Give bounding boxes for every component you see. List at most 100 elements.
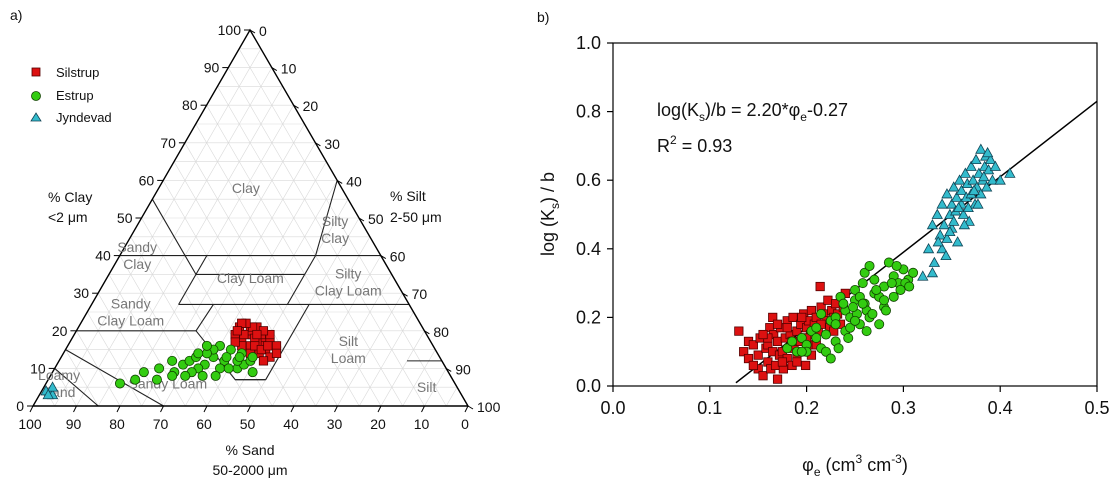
ternary-gridline [238, 48, 447, 407]
x-tick-label: 0.5 [1084, 398, 1109, 418]
scatter-point-silstrup [758, 371, 768, 381]
scatter-point-jyndevad [936, 198, 948, 209]
texture-class-label: Silt [339, 333, 359, 349]
clay-tick-label: 100 [218, 22, 242, 38]
scatter-point-silstrup [772, 336, 783, 347]
ternary-point-estrup [151, 374, 162, 385]
sand-tick [203, 405, 208, 413]
ternary-gridline [173, 161, 317, 407]
ternary-point-estrup [223, 363, 234, 374]
ternary-gridline [195, 123, 360, 407]
scatter-point-estrup [904, 281, 915, 292]
panel-label-a: a) [10, 7, 22, 23]
scatter-point-jyndevad [994, 174, 1006, 185]
clay-tick-label: 70 [160, 135, 176, 151]
ternary-gridline [424, 368, 447, 407]
scatter-point-jyndevad [917, 270, 929, 281]
scatter-point-jyndevad [941, 232, 953, 243]
texture-class-boundaries [54, 180, 469, 407]
scatter-point-jyndevad [951, 236, 964, 247]
regression-equation: log(Ks)/b = 2.20*φe-0.27 [657, 100, 848, 124]
scatter-panel: b) 0.0 0.1 0.2 0.3 0.4 0.50.00.20.40.60.81.0 … [537, 9, 1110, 479]
scatter-point-jyndevad [948, 215, 960, 226]
scatter-point-estrup [838, 298, 849, 309]
ternary-point-estrup [193, 348, 204, 359]
sand-tick-label: 40 [283, 416, 299, 432]
scatter-point-estrup [864, 260, 875, 271]
sand-tick [247, 405, 251, 413]
scatter-point-estrup [796, 332, 807, 343]
legend-label-jyndevad: Jyndevad [56, 110, 112, 125]
scatter-point-estrup [895, 284, 906, 295]
sand-tick [464, 405, 469, 413]
ternary-gridline [65, 349, 99, 407]
texture-class-label: Silty [335, 265, 361, 281]
texture-class-label: Clay [123, 256, 151, 272]
scatter-point-jyndevad [952, 201, 965, 213]
ternary-gridline [315, 274, 392, 407]
ternary-gridline [54, 368, 77, 407]
silt-tick-label: 80 [433, 324, 449, 340]
scatter-point-estrup [867, 308, 878, 319]
ternary-point-estrup [247, 367, 258, 378]
sand-tick-label: 90 [66, 416, 82, 432]
scatter-point-estrup [871, 284, 882, 295]
silt-tick [336, 179, 343, 184]
scatter-point-jyndevad [973, 167, 985, 178]
scatter-point-silstrup [792, 357, 802, 367]
scatter-point-silstrup [768, 312, 778, 323]
sand-tick-label: 70 [153, 416, 169, 432]
scatter-data-points [734, 143, 1016, 384]
silt-tick-label: 90 [455, 361, 471, 377]
silt-tick-label: 40 [346, 173, 362, 189]
sand-tick [290, 405, 295, 413]
scatter-point-jyndevad [959, 167, 972, 178]
ternary-gridline [380, 330, 425, 407]
scatter-point-jyndevad [984, 153, 997, 165]
scatter-point-silstrup [777, 357, 788, 367]
scatter-point-silstrup [797, 312, 807, 323]
clay-tick-label: 0 [16, 398, 24, 414]
scatter-point-estrup [811, 332, 822, 343]
sand-tick-label: 80 [109, 416, 125, 432]
scatter-point-jyndevad [989, 160, 1002, 171]
scatter-point-jyndevad [1004, 167, 1016, 178]
ternary-point-estrup [201, 340, 212, 351]
texture-class-label: Clay Loam [217, 270, 284, 286]
silt-tick-label: 20 [303, 98, 319, 114]
ternary-point-estrup [167, 370, 178, 381]
scatter-point-jyndevad [957, 208, 970, 219]
r-squared-label: R2 = 0.93 [657, 133, 732, 156]
scatter-point-jyndevad [953, 174, 966, 185]
scatter-point-estrup [850, 284, 861, 295]
x-axis-title: φe (cm3 cm-3) [802, 452, 908, 479]
scatter-point-estrup [869, 274, 880, 285]
sand-tick [73, 405, 77, 413]
ternary-point-silstrup [230, 337, 240, 347]
scatter-point-silstrup [815, 281, 825, 292]
ternary-gridline [358, 311, 414, 407]
legend-marker-silstrup [31, 67, 41, 77]
clay-tick-label: 10 [30, 360, 46, 376]
clay-tick-label: 20 [52, 323, 68, 339]
scatter-point-jyndevad [931, 208, 943, 219]
clay-tick-label: 40 [95, 248, 111, 264]
ternary-point-estrup [197, 370, 208, 381]
clay-tick-label: 60 [139, 172, 155, 188]
silt-tick-label: 50 [368, 211, 384, 227]
sand-tick [334, 405, 338, 413]
legend-label-estrup: Estrup [56, 88, 94, 103]
scatter-point-silstrup [743, 353, 754, 364]
silt-tick-label: 100 [477, 399, 501, 415]
ternary-point-jyndevad [42, 388, 54, 400]
ternary-point-estrup [210, 370, 221, 381]
sand-tick-label: 30 [327, 416, 343, 432]
ternary-point-silstrup [258, 356, 269, 366]
sand-tick [116, 405, 121, 413]
scatter-point-silstrup [772, 319, 783, 329]
ternary-point-estrup [221, 352, 232, 363]
scatter-point-estrup [857, 298, 868, 309]
ternary-data-points [40, 318, 282, 400]
ternary-point-jyndevad [46, 381, 59, 392]
